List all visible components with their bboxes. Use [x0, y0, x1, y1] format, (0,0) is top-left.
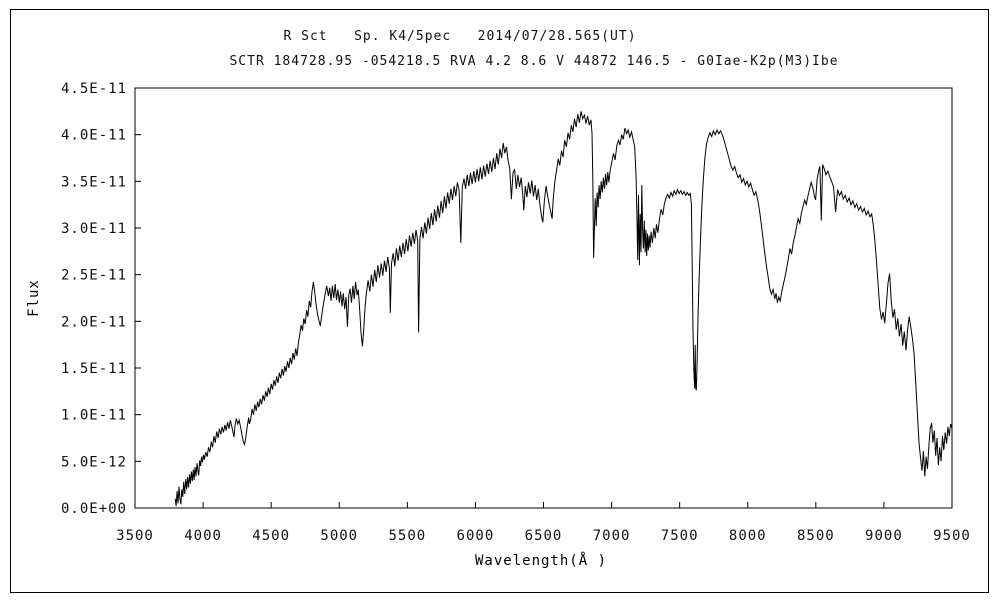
x-tick-label: 7500: [661, 528, 699, 544]
y-tick-label: 1.5E-11: [61, 361, 127, 377]
x-tick-label: 3500: [116, 528, 154, 544]
x-tick-label: 5000: [320, 528, 358, 544]
x-tick-label: 5500: [388, 528, 426, 544]
x-axis-title: Wavelength(Å ): [474, 553, 608, 569]
y-tick-label: 2.5E-11: [61, 268, 127, 284]
x-tick-label: 4500: [252, 528, 290, 544]
y-tick-label: 0.0E+00: [61, 501, 127, 517]
x-tick-label: 8000: [729, 528, 767, 544]
y-tick-label: 4.5E-11: [61, 81, 127, 97]
y-tick-label: 4.0E-11: [61, 128, 127, 144]
y-tick-label: 2.0E-11: [61, 314, 127, 330]
spectrum-line: [174, 111, 953, 507]
x-tick-label: 9500: [933, 528, 971, 544]
x-tick-label: 8500: [797, 528, 835, 544]
x-tick-label: 6500: [525, 528, 563, 544]
page-border: [10, 9, 989, 593]
y-tick-label: 1.0E-11: [61, 408, 127, 424]
x-tick-label: 6000: [457, 528, 495, 544]
x-tick-label: 4000: [184, 528, 222, 544]
x-tick-label: 7000: [593, 528, 631, 544]
x-tick-label: 9000: [865, 528, 903, 544]
chart-subtitle: SCTR 184728.95 -054218.5 RVA 4.2 8.6 V 4…: [229, 54, 839, 69]
y-tick-label: 5.0E-12: [61, 454, 127, 470]
plot-frame: [134, 87, 953, 509]
y-tick-label: 3.0E-11: [61, 221, 127, 237]
chart-title: R Sct Sp. K4/5pec 2014/07/28.565(UT): [283, 29, 637, 44]
y-tick-label: 3.5E-11: [61, 174, 127, 190]
